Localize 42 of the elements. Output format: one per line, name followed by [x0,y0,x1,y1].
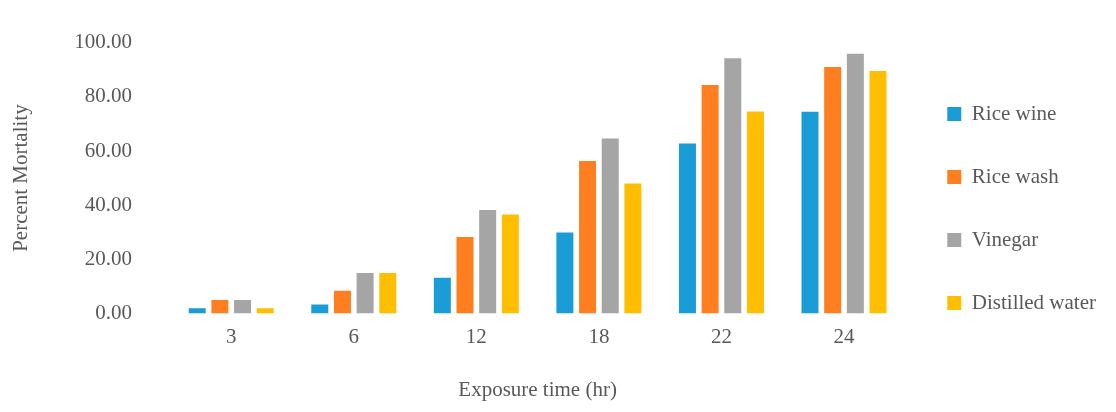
bar [479,210,497,314]
bar [701,84,719,314]
x-tick-label: 18 [588,323,610,348]
bar [579,161,597,314]
x-tick-label: 3 [225,323,237,348]
bar [746,111,764,314]
bar [556,232,574,314]
x-tick-label: 6 [348,323,360,348]
bar [311,304,329,314]
bar [433,277,451,314]
bar [333,290,351,314]
bar [379,272,397,314]
y-tick-label: 20.00 [84,245,132,270]
legend-label: Vinegar [971,226,1039,251]
bar [869,71,887,314]
legend-label: Rice wash [971,163,1060,188]
y-tick-label: 100.00 [74,29,132,54]
bar [256,308,274,314]
legend-label: Distilled water [971,289,1097,314]
bar [356,272,374,314]
x-axis-title: Exposure time (hr) [458,376,617,401]
bar [624,183,642,314]
bar [211,300,229,314]
x-tick-label: 12 [465,323,487,348]
y-axis-title: Percent Mortality [8,103,33,252]
bar [601,138,619,314]
bar [801,111,819,314]
bar [824,66,842,314]
bar [234,300,252,314]
x-tick-label: 24 [833,323,856,348]
bar [501,214,519,314]
bar [678,143,696,314]
y-tick-label: 80.00 [84,83,132,108]
x-tick-label: 22 [710,323,732,348]
bar [188,308,206,314]
y-tick-label: 0.00 [95,300,132,325]
legend-label: Rice wine [971,100,1057,125]
bar [846,53,864,314]
bar [724,58,742,314]
bar [456,236,474,314]
y-tick-label: 60.00 [84,137,132,162]
y-tick-label: 40.00 [84,191,132,216]
